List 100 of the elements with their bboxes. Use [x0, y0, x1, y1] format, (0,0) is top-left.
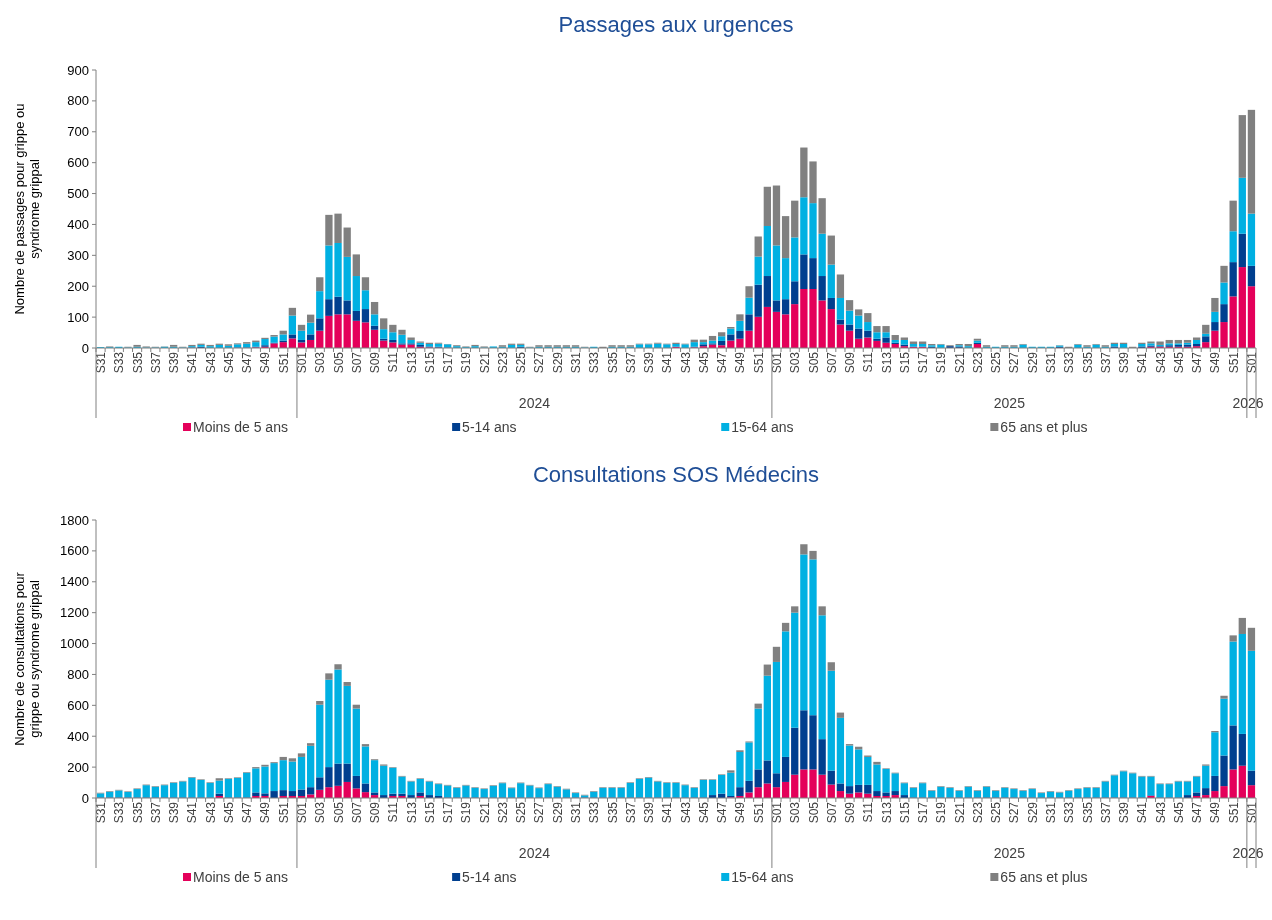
x-tick-label: S19 [459, 801, 474, 824]
x-tick-label: S31 [94, 801, 109, 824]
x-tick-label: S47 [240, 351, 255, 374]
x-tick-label: S07 [824, 801, 839, 824]
legend-label: 65 ans et plus [1000, 419, 1088, 435]
x-tick-label: S51 [276, 801, 291, 824]
x-tick-label: S23 [970, 351, 985, 374]
x-tick-label: S37 [623, 351, 638, 374]
y-tick-label: 0 [81, 790, 89, 806]
y-tick-label: 700 [67, 124, 89, 140]
x-tick-label: S41 [185, 351, 200, 374]
x-tick-label: S51 [751, 351, 766, 374]
x-tick-label: S03 [788, 351, 803, 374]
x-tick-label: S37 [148, 351, 163, 374]
y-tick-label: 500 [67, 186, 89, 202]
x-tick-label: S19 [459, 351, 474, 374]
x-tick-label: S43 [203, 351, 218, 374]
x-tick-label: S37 [623, 801, 638, 824]
x-tick-label: S15 [422, 801, 437, 824]
y-tick-label: 100 [67, 309, 89, 325]
x-tick-label: S31 [1043, 351, 1058, 374]
x-tick-label: S01 [769, 801, 784, 824]
x-tick-label: S25 [514, 351, 529, 374]
y-tick-label: 600 [67, 697, 89, 713]
x-tick-label: S01 [1244, 351, 1259, 374]
x-tick-label: S35 [130, 351, 145, 374]
x-tick-label: S37 [148, 801, 163, 824]
x-tick-label: S19 [934, 801, 949, 824]
x-tick-label: S25 [989, 351, 1004, 374]
x-tick-label: S49 [733, 351, 748, 374]
x-tick-label: S27 [532, 801, 547, 824]
legend-label: Moins de 5 ans [193, 419, 288, 435]
x-tick-label: S07 [349, 801, 364, 824]
x-tick-label: S13 [404, 801, 419, 824]
chart-title: Consultations SOS Médecins [532, 462, 820, 487]
x-tick-label: S05 [806, 351, 821, 374]
x-tick-label: S11 [861, 801, 876, 823]
x-tick-label: S49 [258, 351, 273, 374]
x-tick-label: S35 [1080, 351, 1095, 374]
x-tick-label: S29 [550, 351, 565, 374]
x-tick-label: S45 [221, 351, 236, 374]
y-tick-label: 600 [67, 155, 89, 171]
x-tick-label: S29 [550, 801, 565, 824]
x-tick-label: S17 [441, 351, 456, 374]
x-tick-label: S43 [678, 351, 693, 374]
text: 2024 [518, 845, 551, 861]
x-tick-label: S45 [696, 801, 711, 824]
x-tick-label: S43 [1153, 351, 1168, 374]
y-tick-label: 1200 [60, 605, 89, 621]
x-tick-label: S45 [1171, 351, 1186, 374]
text: 2024 [518, 395, 551, 411]
x-tick-label: S43 [203, 801, 218, 824]
x-tick-label: S07 [824, 351, 839, 374]
y-tick-label: 300 [67, 247, 89, 263]
x-tick-label: S21 [952, 351, 967, 374]
y-tick-label: 0 [81, 340, 89, 356]
x-tick-label: S39 [167, 801, 182, 824]
x-tick-label: S27 [532, 351, 547, 374]
x-tick-label: S29 [1025, 801, 1040, 824]
x-tick-label: S01 [295, 801, 310, 824]
x-tick-label: S31 [1043, 801, 1058, 824]
x-tick-label: S51 [1226, 351, 1241, 374]
x-tick-label: S33 [587, 351, 602, 374]
x-tick-label: S23 [495, 801, 510, 824]
y-tick-label: 800 [67, 93, 89, 109]
x-tick-label: S51 [751, 801, 766, 824]
y-tick-label: 1000 [60, 636, 89, 652]
x-tick-label: S35 [605, 801, 620, 824]
x-tick-label: S39 [1117, 351, 1132, 374]
x-tick-label: S15 [897, 351, 912, 374]
x-tick-label: S35 [605, 351, 620, 374]
x-tick-label: S05 [331, 801, 346, 824]
x-tick-label: S43 [678, 801, 693, 824]
x-tick-label: S41 [660, 351, 675, 374]
text: 2026 [1232, 845, 1264, 861]
x-tick-label: S17 [441, 801, 456, 824]
x-tick-label: S25 [989, 801, 1004, 824]
x-tick-label: S17 [916, 351, 931, 374]
x-tick-label: S09 [843, 351, 858, 374]
x-tick-label: S09 [368, 801, 383, 824]
x-tick-label: S13 [879, 351, 894, 374]
x-tick-label: S45 [696, 351, 711, 374]
x-tick-label: S13 [404, 351, 419, 374]
x-tick-label: S41 [660, 801, 675, 824]
text: 2025 [993, 395, 1026, 411]
x-tick-label: S39 [1117, 801, 1132, 824]
x-tick-label: S37 [1098, 351, 1113, 374]
x-tick-label: S39 [167, 351, 182, 374]
x-tick-label: S31 [569, 351, 584, 374]
y-tick-label: 1400 [60, 574, 89, 590]
y-tick-label: 400 [67, 728, 89, 744]
x-tick-label: S01 [295, 351, 310, 374]
x-tick-label: S41 [185, 801, 200, 824]
x-tick-label: S21 [477, 351, 492, 374]
x-tick-label: S47 [240, 801, 255, 824]
x-tick-label: S13 [879, 801, 894, 824]
x-tick-label: S05 [806, 801, 821, 824]
x-tick-label: S39 [642, 351, 657, 374]
x-tick-label: S45 [221, 801, 236, 824]
y-axis-title: Nombre de passages pour grippe ou syndrome grippal [12, 103, 42, 315]
